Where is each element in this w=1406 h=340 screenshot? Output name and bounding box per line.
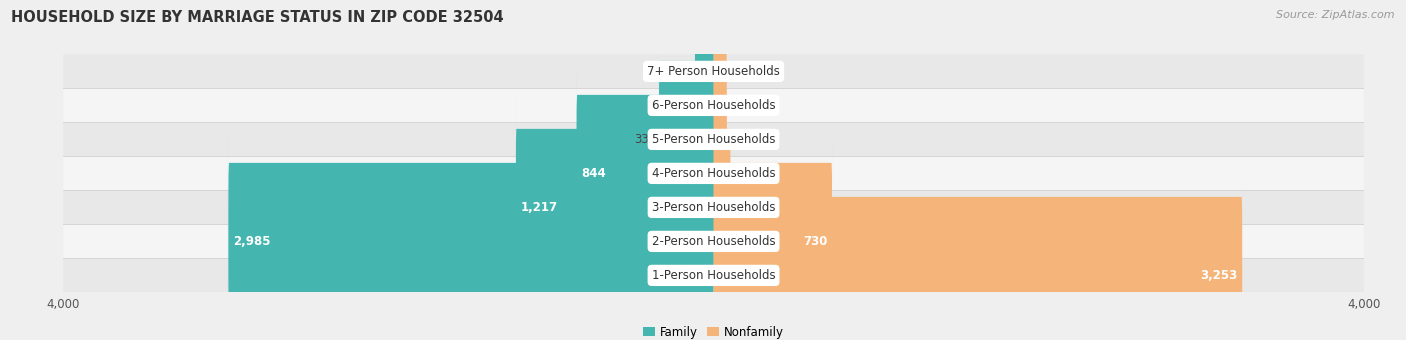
Text: 0: 0 (728, 167, 737, 180)
FancyBboxPatch shape (228, 116, 714, 340)
FancyBboxPatch shape (576, 48, 714, 299)
FancyBboxPatch shape (63, 224, 1364, 258)
FancyBboxPatch shape (63, 54, 1364, 88)
FancyBboxPatch shape (63, 88, 1364, 122)
FancyBboxPatch shape (713, 116, 832, 340)
Text: 3,253: 3,253 (1201, 269, 1237, 282)
Text: 1-Person Households: 1-Person Households (652, 269, 775, 282)
Text: 105: 105 (733, 201, 755, 214)
Text: 4-Person Households: 4-Person Households (652, 167, 775, 180)
FancyBboxPatch shape (63, 122, 1364, 156)
Text: 5: 5 (703, 65, 710, 78)
FancyBboxPatch shape (713, 150, 1243, 340)
Text: Source: ZipAtlas.com: Source: ZipAtlas.com (1277, 10, 1395, 20)
Legend: Family, Nonfamily: Family, Nonfamily (644, 326, 783, 339)
Text: 115: 115 (671, 99, 692, 112)
FancyBboxPatch shape (713, 82, 731, 333)
Text: 3-Person Households: 3-Person Households (652, 201, 775, 214)
Text: 0: 0 (690, 269, 699, 282)
Text: 7+ Person Households: 7+ Person Households (647, 65, 780, 78)
FancyBboxPatch shape (63, 156, 1364, 190)
FancyBboxPatch shape (695, 0, 714, 231)
FancyBboxPatch shape (516, 82, 714, 333)
Text: 844: 844 (581, 167, 606, 180)
FancyBboxPatch shape (63, 258, 1364, 292)
FancyBboxPatch shape (63, 190, 1364, 224)
Text: 5-Person Households: 5-Person Households (652, 133, 775, 146)
FancyBboxPatch shape (713, 0, 727, 231)
Text: 0: 0 (728, 65, 737, 78)
Text: 336: 336 (634, 133, 657, 146)
FancyBboxPatch shape (713, 14, 727, 265)
Text: HOUSEHOLD SIZE BY MARRIAGE STATUS IN ZIP CODE 32504: HOUSEHOLD SIZE BY MARRIAGE STATUS IN ZIP… (11, 10, 503, 25)
Text: 730: 730 (803, 235, 827, 248)
Text: 1,217: 1,217 (520, 201, 558, 214)
Text: 2-Person Households: 2-Person Households (652, 235, 775, 248)
Text: 0: 0 (728, 99, 737, 112)
Text: 0: 0 (728, 133, 737, 146)
Text: 6-Person Households: 6-Person Households (652, 99, 775, 112)
FancyBboxPatch shape (713, 0, 727, 197)
FancyBboxPatch shape (658, 14, 714, 265)
Text: 2,985: 2,985 (233, 235, 270, 248)
FancyBboxPatch shape (713, 0, 714, 197)
FancyBboxPatch shape (713, 48, 727, 299)
